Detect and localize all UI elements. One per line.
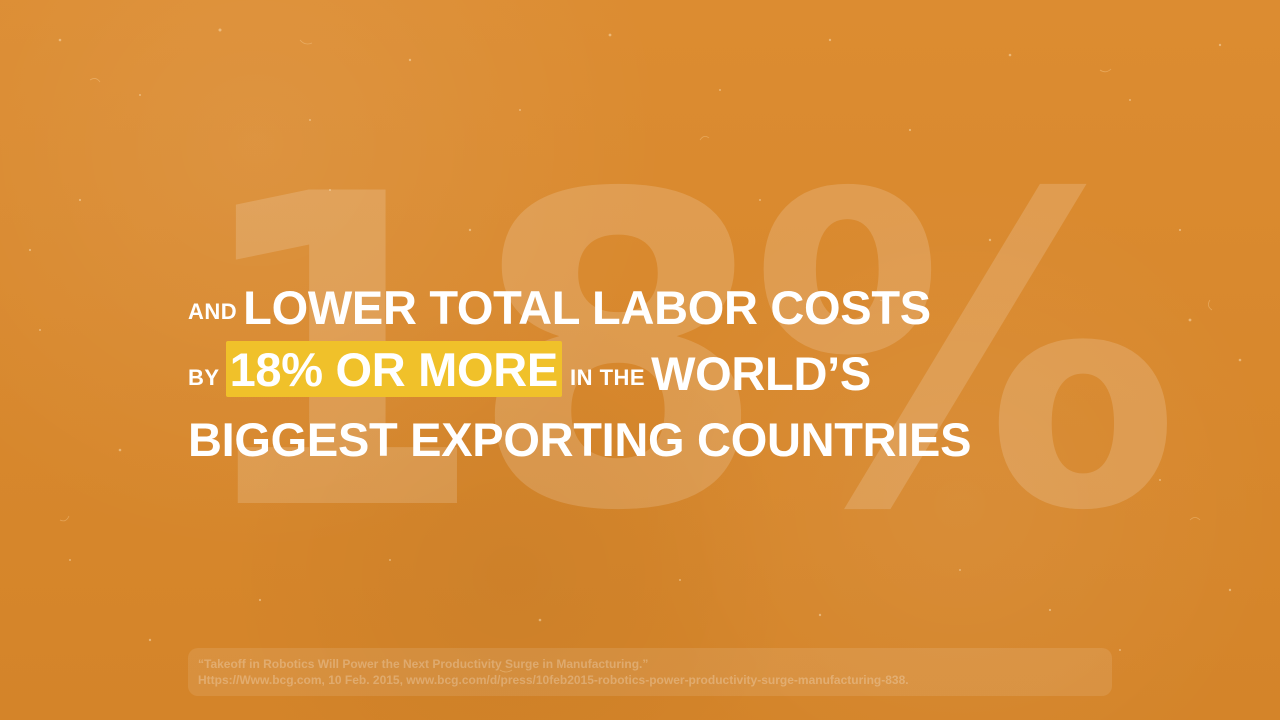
- headline-line-2: BY 18% OR MORE IN THE WORLD’S: [188, 336, 1118, 402]
- source-citation: “Takeoff in Robotics Will Power the Next…: [188, 648, 1112, 696]
- citation-url: Https://Www.bcg.com, 10 Feb. 2015, www.b…: [198, 673, 909, 687]
- headline-line-1: AND LOWER TOTAL LABOR COSTS: [188, 270, 1118, 336]
- headline: AND LOWER TOTAL LABOR COSTS BY 18% OR MO…: [188, 270, 1118, 468]
- headline-main-1: LOWER TOTAL LABOR COSTS: [243, 281, 931, 334]
- headline-line-3: BIGGEST EXPORTING COUNTRIES: [188, 402, 1118, 468]
- highlighted-stat: 18% OR MORE: [225, 341, 562, 397]
- headline-prefix-by: BY: [188, 365, 220, 390]
- headline-connector: IN THE: [569, 365, 646, 390]
- headline-prefix-and: AND: [188, 299, 238, 324]
- citation-title: “Takeoff in Robotics Will Power the Next…: [198, 657, 649, 671]
- headline-main-3: BIGGEST EXPORTING COUNTRIES: [188, 413, 972, 466]
- headline-main-2: WORLD’S: [651, 347, 871, 400]
